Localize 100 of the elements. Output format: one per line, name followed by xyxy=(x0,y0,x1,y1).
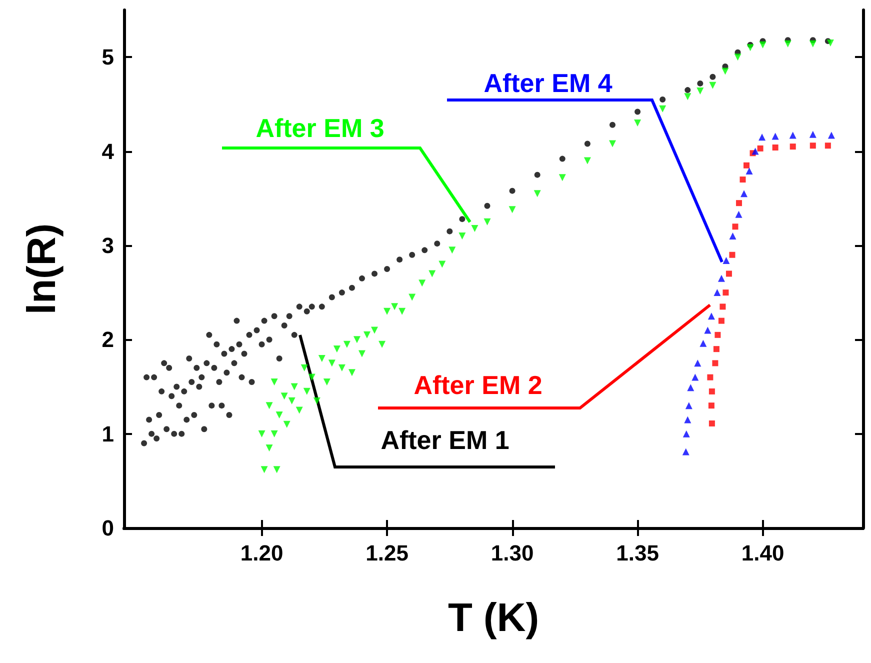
text: After EM 2 xyxy=(414,370,542,400)
point xyxy=(729,252,736,258)
point xyxy=(772,144,778,151)
point xyxy=(718,274,725,282)
point xyxy=(687,384,694,392)
point xyxy=(824,142,831,149)
point xyxy=(343,340,350,348)
point xyxy=(484,218,491,226)
x-tick-label: 1.40 xyxy=(741,540,784,566)
point xyxy=(714,289,721,296)
point xyxy=(398,308,406,315)
point xyxy=(735,210,742,218)
point xyxy=(276,411,283,418)
point xyxy=(752,148,759,155)
point xyxy=(708,420,715,426)
point xyxy=(258,430,266,438)
point xyxy=(363,331,370,338)
point xyxy=(471,225,478,232)
point xyxy=(746,168,753,175)
point xyxy=(682,448,690,456)
point xyxy=(391,303,398,310)
point xyxy=(684,93,692,100)
point xyxy=(348,369,356,376)
point xyxy=(722,68,729,75)
point xyxy=(826,39,834,46)
point xyxy=(659,105,666,112)
point xyxy=(428,270,436,278)
y-tick-label: 0 xyxy=(102,516,114,540)
point xyxy=(746,44,754,52)
point xyxy=(722,257,730,264)
point xyxy=(358,350,366,358)
point xyxy=(707,374,714,380)
point xyxy=(729,232,736,240)
y-tick-label: 4 xyxy=(102,138,115,164)
point xyxy=(714,332,721,338)
point xyxy=(726,270,732,277)
point xyxy=(384,308,391,315)
point xyxy=(270,430,278,438)
point xyxy=(313,397,320,404)
point xyxy=(338,364,346,372)
point xyxy=(408,294,416,301)
y-axis-title: ln(R) xyxy=(20,223,64,315)
x-tick-label: 1.25 xyxy=(366,540,408,566)
point xyxy=(273,466,280,474)
point xyxy=(708,388,715,394)
point xyxy=(534,190,541,198)
point xyxy=(713,346,720,352)
point xyxy=(558,174,566,182)
point xyxy=(734,54,742,61)
point xyxy=(720,304,726,310)
y-tick-label: 3 xyxy=(102,232,114,258)
point xyxy=(722,290,729,296)
point xyxy=(508,206,516,214)
point xyxy=(418,280,426,287)
point xyxy=(634,120,642,127)
point xyxy=(692,374,699,381)
point xyxy=(308,374,316,381)
x-tick-label: 1.30 xyxy=(490,540,534,566)
point xyxy=(296,406,303,414)
point xyxy=(789,132,796,139)
point xyxy=(784,40,792,48)
point xyxy=(712,360,718,366)
point xyxy=(810,142,816,149)
point xyxy=(608,140,616,148)
point xyxy=(759,41,766,48)
text: After EM 1 xyxy=(380,425,510,455)
point xyxy=(333,346,340,353)
point xyxy=(736,200,742,206)
point xyxy=(718,318,724,324)
y-tick-label: 5 xyxy=(102,44,114,70)
point xyxy=(758,134,766,141)
point xyxy=(266,444,273,452)
point xyxy=(448,246,456,254)
point xyxy=(732,224,738,230)
point xyxy=(708,312,715,320)
point xyxy=(708,402,714,409)
point xyxy=(828,132,835,139)
point xyxy=(700,340,707,347)
point xyxy=(260,466,268,474)
point xyxy=(685,402,692,410)
point xyxy=(458,232,466,240)
y-tick-label: 1 xyxy=(102,421,114,446)
y-tick-label: 2 xyxy=(102,327,114,352)
point xyxy=(740,176,746,183)
x-tick-label: 1.20 xyxy=(240,540,284,566)
point xyxy=(584,157,591,164)
point xyxy=(303,388,310,395)
point xyxy=(280,392,288,400)
point xyxy=(328,360,336,367)
text: After EM 4 xyxy=(484,68,613,98)
point xyxy=(323,378,330,386)
point xyxy=(684,416,692,424)
point xyxy=(709,82,716,89)
point xyxy=(290,383,298,390)
point xyxy=(371,326,378,334)
point xyxy=(318,354,326,362)
point xyxy=(288,397,296,404)
text: After EM 3 xyxy=(256,113,384,143)
point xyxy=(744,162,750,168)
point xyxy=(682,430,690,438)
